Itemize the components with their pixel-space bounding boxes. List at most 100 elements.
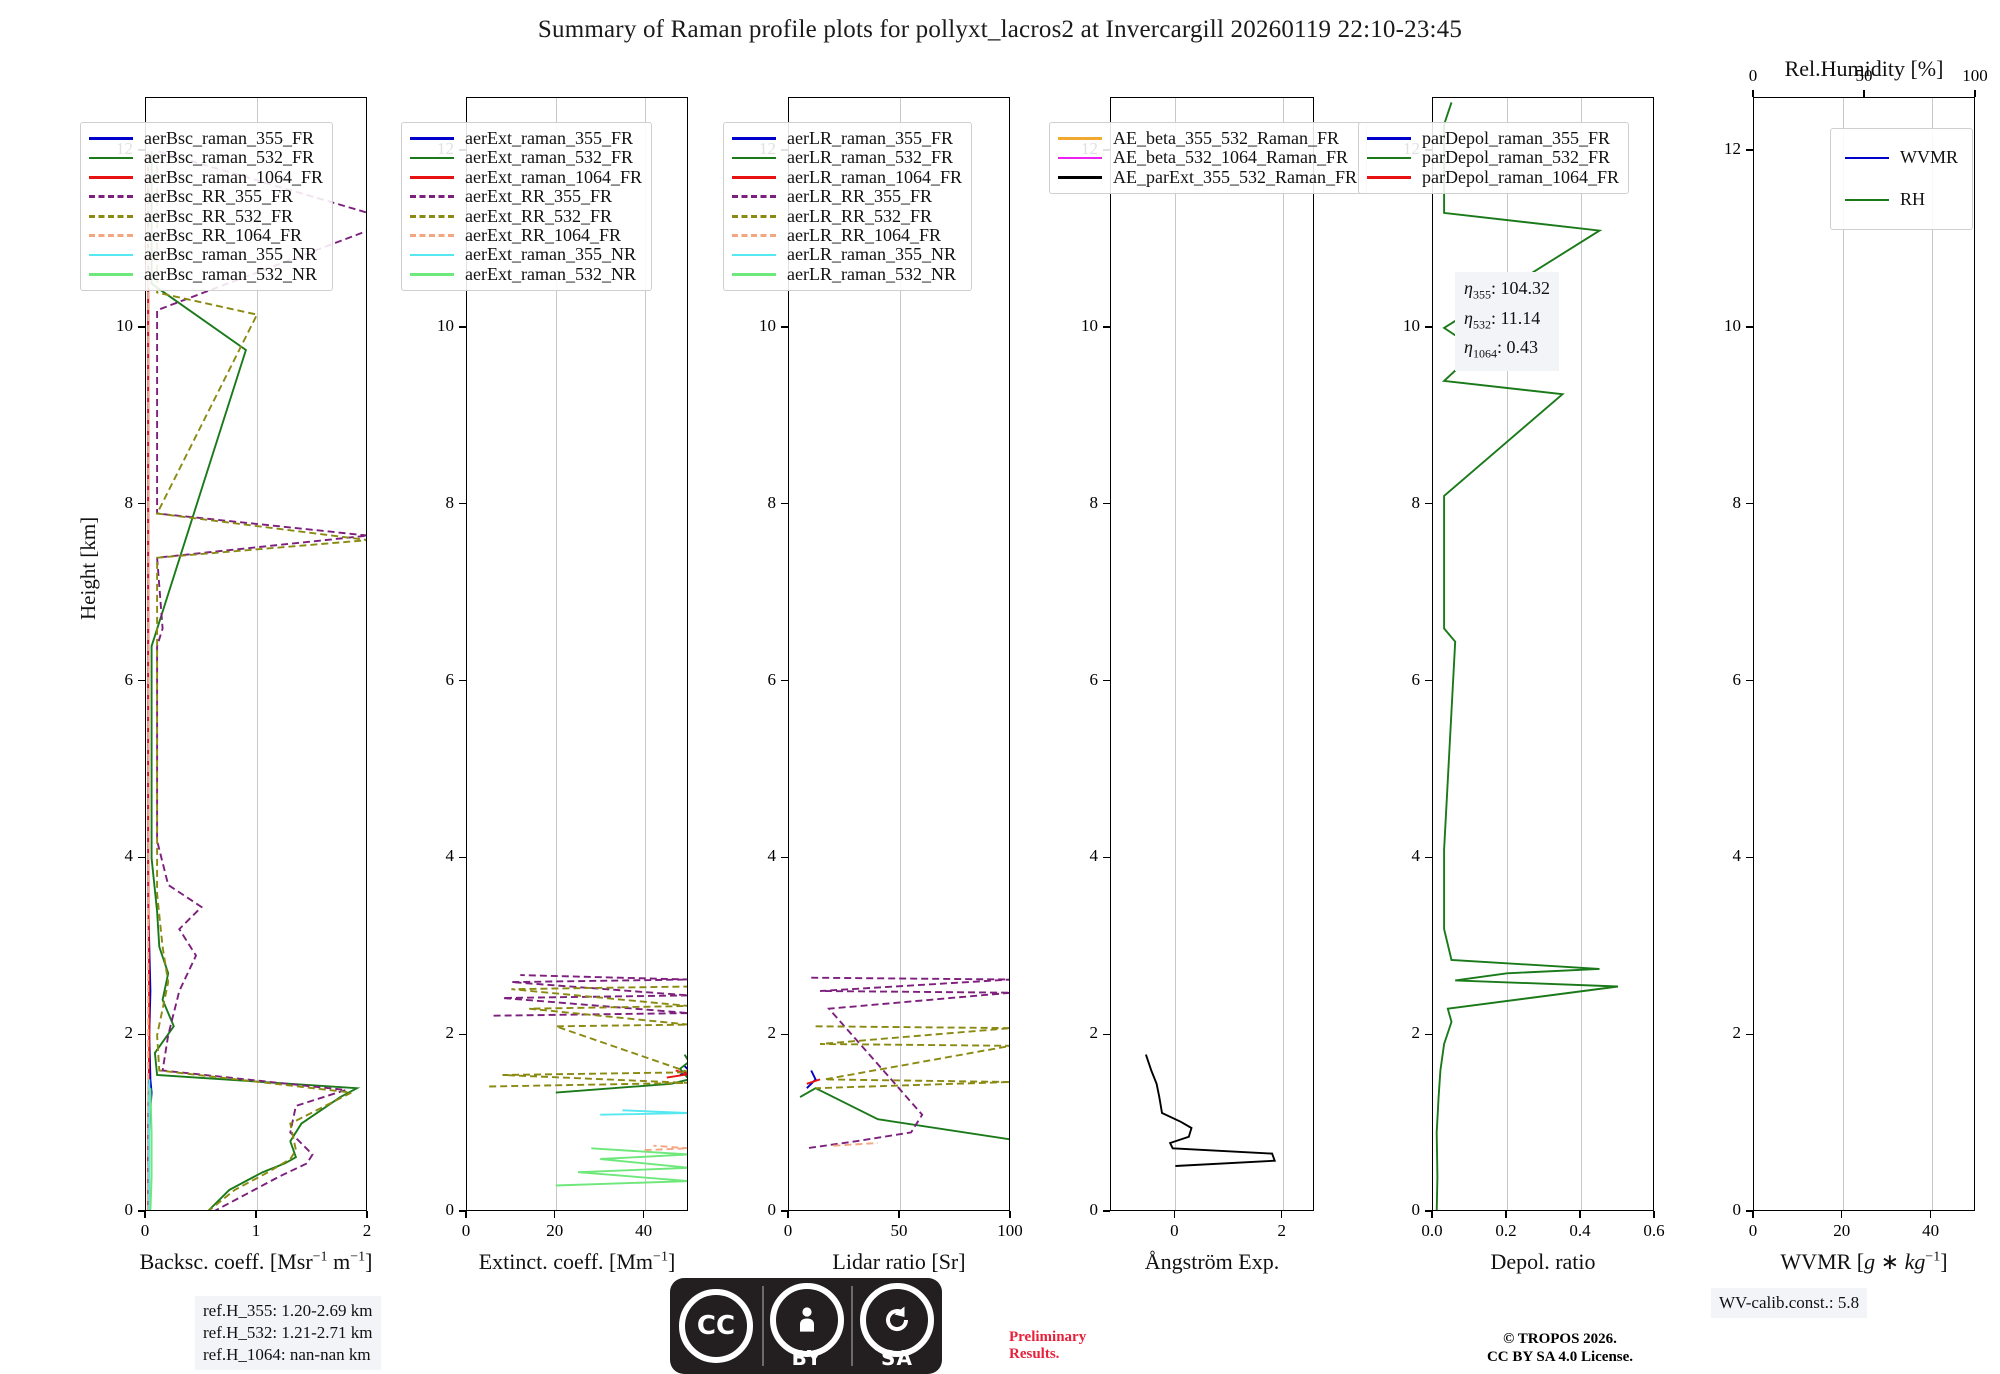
legend-item[interactable]: aerBsc_raman_355_FR: [89, 128, 323, 148]
y-tick: [138, 679, 145, 682]
legend-item[interactable]: aerExt_raman_532_NR: [410, 264, 642, 284]
x-tick: [1281, 1211, 1283, 1218]
gridline-vertical: [1507, 98, 1508, 1210]
y-tick-label: 2: [445, 1023, 455, 1043]
plot-panel-wvmr: [1753, 97, 1975, 1211]
legend-item[interactable]: parDepol_raman_532_FR: [1367, 147, 1619, 167]
legend-item[interactable]: aerBsc_RR_1064_FR: [89, 225, 323, 245]
eta-532-symbol: η: [1464, 307, 1473, 328]
legend-item[interactable]: aerBsc_raman_532_NR: [89, 264, 323, 284]
legend-label: aerBsc_raman_1064_FR: [144, 166, 323, 187]
legend-item[interactable]: aerLR_raman_355_FR: [732, 128, 962, 148]
legend-item[interactable]: AE_beta_355_532_Raman_FR: [1058, 128, 1357, 148]
eta-532-value: 11.14: [1500, 307, 1541, 328]
rh-top-tick: [1752, 90, 1754, 97]
y-tick: [781, 679, 788, 682]
y-tick: [138, 503, 145, 505]
x-tick-label: 50: [890, 1221, 908, 1240]
y-tick: [459, 856, 466, 859]
legend-item[interactable]: aerExt_raman_1064_FR: [410, 167, 642, 187]
legend-item[interactable]: aerExt_RR_532_FR: [410, 205, 642, 226]
x-tick-label: 0: [461, 1221, 471, 1240]
y-tick-label: 12: [1724, 139, 1741, 159]
legend-item[interactable]: AE_beta_532_1064_Raman_FR: [1058, 147, 1357, 167]
ref-height-annotation: ref.H_355: 1.20-2.69 km ref.H_532: 1.21-…: [195, 1296, 381, 1370]
y-tick-label: 6: [445, 669, 455, 689]
y-tick-label: 6: [767, 669, 777, 689]
plot-area: [467, 98, 687, 1210]
y-tick-label: 6: [1411, 669, 1421, 689]
legend-item[interactable]: aerLR_raman_532_NR: [732, 263, 962, 284]
legend-item[interactable]: aerLR_RR_1064_FR: [732, 225, 962, 245]
cc-icon: CC: [679, 1289, 753, 1363]
legend-label: aerExt_RR_355_FR: [465, 186, 612, 207]
x-tick-label: 0: [140, 1221, 150, 1240]
x-tick: [1653, 1211, 1655, 1218]
series-line: [806, 976, 1009, 1150]
legend-item[interactable]: aerExt_raman_532_FR: [410, 147, 642, 167]
y-tick-label: 4: [767, 846, 777, 866]
gridline-vertical: [1842, 98, 1844, 1210]
gridline-vertical: [644, 98, 646, 1210]
legend-item[interactable]: aerLR_RR_532_FR: [732, 206, 962, 226]
sa-share-alike-icon: [860, 1283, 934, 1357]
legend-item[interactable]: aerBsc_RR_355_FR: [89, 186, 323, 207]
series-line: [799, 1087, 1009, 1141]
legend-item[interactable]: aerBsc_raman_355_NR: [89, 244, 323, 264]
series-line: [150, 151, 361, 1210]
x-tick: [1930, 1211, 1932, 1218]
legend-item[interactable]: aerBsc_RR_532_FR: [89, 206, 323, 226]
cc-icon-text: CC: [696, 1311, 736, 1341]
gridline-vertical: [257, 98, 258, 1210]
x-tick-label: 1: [251, 1221, 261, 1240]
legend-item[interactable]: parDepol_raman_1064_FR: [1367, 167, 1619, 187]
legend-item[interactable]: aerLR_RR_355_FR: [732, 186, 962, 207]
y-tick: [1746, 1210, 1753, 1212]
y-tick-label: 0: [767, 1200, 777, 1219]
legend-item[interactable]: aerExt_raman_355_NR: [410, 244, 642, 264]
series-line: [489, 985, 687, 1088]
x-tick-label: 0.6: [1643, 1221, 1665, 1240]
legend-item[interactable]: aerBsc_raman_532_FR: [89, 147, 323, 168]
legend-item[interactable]: parDepol_raman_355_FR: [1367, 128, 1619, 148]
series-line: [149, 1088, 153, 1210]
legend-label: RH: [1900, 189, 1926, 210]
legend-item[interactable]: aerExt_RR_355_FR: [410, 186, 642, 207]
legend-item[interactable]: aerExt_raman_355_FR: [410, 128, 642, 148]
legend-label: aerBsc_RR_355_FR: [144, 186, 294, 207]
y-tick: [781, 856, 788, 859]
legend-item[interactable]: RH: [1845, 179, 1958, 221]
series-line: [155, 151, 366, 1210]
gridline-vertical: [1931, 98, 1933, 1210]
series-line: [644, 1144, 687, 1152]
legend-item[interactable]: WVMR: [1845, 137, 1958, 179]
series-layer: [799, 976, 1009, 1150]
legend-item[interactable]: aerLR_raman_355_NR: [732, 244, 962, 264]
legend-label: aerExt_RR_1064_FR: [465, 224, 621, 245]
series-line: [815, 1025, 1009, 1090]
series-layer: [489, 974, 687, 1187]
legend-item[interactable]: aerLR_raman_1064_FR: [732, 167, 962, 187]
y-tick: [1746, 326, 1753, 328]
y-tick: [1425, 679, 1432, 682]
plot-panel-depol-ratio: [1432, 97, 1654, 1211]
plot-panel-angstrom: [1110, 97, 1314, 1211]
x-tick-label: 2: [362, 1221, 372, 1240]
y-tick-label: 4: [1732, 846, 1742, 866]
y-tick: [781, 1033, 788, 1035]
legend-label: aerBsc_raman_532_FR: [144, 147, 314, 168]
wv-calib-annotation: WV-calib.const.: 5.8: [1711, 1288, 1868, 1318]
legend-item[interactable]: aerLR_raman_532_FR: [732, 147, 962, 167]
legend-item[interactable]: aerBsc_raman_1064_FR: [89, 166, 323, 187]
legend-label: aerLR_raman_532_NR: [787, 263, 956, 284]
legend-label: aerExt_RR_532_FR: [465, 205, 612, 226]
legend-label: aerLR_RR_355_FR: [787, 186, 933, 207]
legend-item[interactable]: aerExt_RR_1064_FR: [410, 224, 642, 245]
y-tick: [459, 679, 466, 682]
rh-top-tick-label: 50: [1855, 66, 1873, 85]
x-tick-label: 20: [1833, 1221, 1851, 1240]
y-tick: [1103, 679, 1110, 682]
legend-lidar-ratio: aerLR_raman_355_FR aerLR_raman_532_FR aerL…: [723, 122, 972, 292]
legend-item[interactable]: AE_parExt_355_532_Raman_FR: [1058, 167, 1357, 187]
